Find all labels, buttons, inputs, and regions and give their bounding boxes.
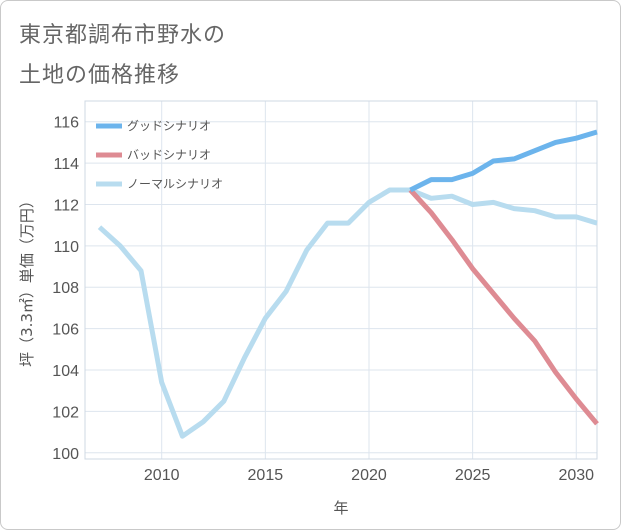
y-tick-label: 108	[52, 280, 79, 297]
plot-border	[84, 100, 598, 460]
series-line-normal	[97, 187, 598, 439]
x-axis-label: 年	[333, 499, 348, 517]
y-axis-label: 坪（3.3㎡）単価（万円）	[18, 193, 36, 367]
x-tick-label: 2020	[351, 467, 387, 484]
y-tick-label: 116	[53, 115, 79, 132]
chart-title-line-2: 土地の価格推移	[19, 63, 181, 88]
grid	[85, 101, 597, 459]
series-layer	[97, 129, 599, 439]
y-tick-label: 100	[52, 446, 79, 463]
legend-label: ノーマルシナリオ	[127, 177, 223, 191]
chart-title-line-1: 東京都調布市野水の	[19, 23, 227, 48]
y-tick-label: 104	[52, 363, 79, 380]
y-tick-label: 110	[53, 239, 79, 256]
y-tick-label: 112	[53, 197, 79, 214]
legend-label: バッドシナリオ	[127, 148, 211, 162]
series-line-good	[409, 129, 598, 193]
y-tick-labels: 100 102 104 106 108 110 112 114 116	[52, 115, 79, 463]
x-tick-label: 2030	[558, 467, 594, 484]
x-tick-label: 2015	[248, 467, 284, 484]
y-tick-label: 106	[52, 322, 79, 339]
y-tick-label: 102	[52, 404, 79, 421]
x-tick-labels: 2010 2015 2020 2025 2030	[144, 467, 594, 484]
x-tick-label: 2025	[455, 467, 491, 484]
legend-label: グッドシナリオ	[127, 119, 211, 133]
x-tick-label: 2010	[144, 467, 180, 484]
y-tick-label: 114	[53, 156, 79, 173]
series-line-bad	[408, 188, 599, 426]
